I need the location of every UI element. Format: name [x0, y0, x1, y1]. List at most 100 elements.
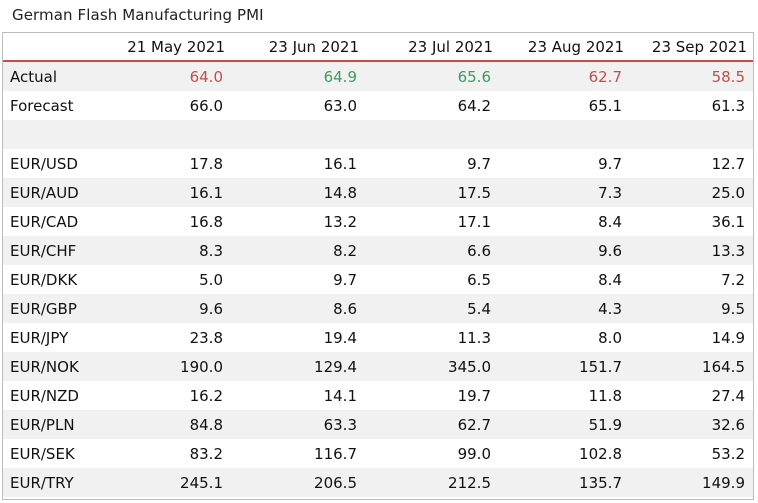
pair-value: 245.1 [103, 468, 231, 497]
pair-value: 149.9 [630, 468, 753, 497]
pair-row: EUR/JPY 23.8 19.4 11.3 8.0 14.9 [3, 323, 753, 352]
pair-row: EUR/GBP 9.6 8.6 5.4 4.3 9.5 [3, 294, 753, 323]
pair-row: EUR/DKK 5.0 9.7 6.5 8.4 7.2 [3, 265, 753, 294]
pair-value: 62.7 [365, 410, 499, 439]
pair-value: 6.5 [467, 270, 491, 289]
pair-label: EUR/SEK [10, 444, 75, 463]
pair-value: 12.7 [711, 154, 745, 173]
pair-value: 8.4 [598, 212, 622, 231]
pair-value: 83.2 [189, 444, 223, 463]
actual-value: 62.7 [499, 61, 630, 91]
pair-value: 8.0 [598, 328, 622, 347]
pair-row: EUR/USD 17.8 16.1 9.7 9.7 12.7 [3, 149, 753, 178]
pair-value: 164.5 [630, 352, 753, 381]
actual-value: 64.0 [103, 61, 231, 91]
spacer-cell [499, 120, 630, 149]
pair-label: EUR/AUD [3, 178, 103, 207]
pair-value: 23.8 [189, 328, 223, 347]
pair-value: 16.2 [189, 386, 223, 405]
pair-value: 63.3 [231, 410, 365, 439]
table-frame [2, 32, 754, 500]
pair-value: 5.0 [199, 270, 223, 289]
pair-value: 102.8 [579, 444, 622, 463]
pair-value: 190.0 [103, 352, 231, 381]
forecast-value: 64.2 [457, 96, 491, 115]
pair-value: 11.3 [457, 328, 491, 347]
pair-label: EUR/DKK [10, 270, 78, 289]
spacer-row [3, 120, 753, 149]
pair-value: 99.0 [457, 444, 491, 463]
pair-value: 135.7 [499, 468, 630, 497]
pair-label: EUR/PLN [3, 410, 103, 439]
pair-value: 17.5 [365, 178, 499, 207]
pair-row: EUR/AUD 16.1 14.8 17.5 7.3 25.0 [3, 178, 753, 207]
pair-value: 5.4 [365, 294, 499, 323]
pair-value: 16.1 [323, 154, 357, 173]
column-header: 23 Jun 2021 [268, 37, 359, 56]
spacer-cell [365, 120, 499, 149]
spacer-cell [630, 120, 753, 149]
forecast-value: 65.1 [588, 96, 622, 115]
pair-value: 9.7 [333, 270, 357, 289]
pair-value: 151.7 [499, 352, 630, 381]
pair-label: EUR/JPY [10, 328, 69, 347]
pair-label: EUR/USD [10, 154, 78, 173]
pair-row: EUR/PLN 84.8 63.3 62.7 51.9 32.6 [3, 410, 753, 439]
pair-value: 19.4 [323, 328, 357, 347]
pair-row: EUR/CAD 16.8 13.2 17.1 8.4 36.1 [3, 207, 753, 236]
pair-value: 9.6 [499, 236, 630, 265]
header-row: 21 May 2021 23 Jun 2021 23 Jul 2021 23 A… [3, 33, 753, 61]
pair-value: 8.6 [231, 294, 365, 323]
pair-value: 9.5 [630, 294, 753, 323]
pair-value: 6.6 [365, 236, 499, 265]
forecast-value: 63.0 [323, 96, 357, 115]
pair-value: 9.7 [467, 154, 491, 173]
pair-row: EUR/NOK 190.0 129.4 345.0 151.7 164.5 [3, 352, 753, 381]
pair-value: 7.3 [499, 178, 630, 207]
pair-value: 7.2 [721, 270, 745, 289]
pair-value: 16.8 [189, 212, 223, 231]
pair-value: 8.2 [231, 236, 365, 265]
spacer-cell [231, 120, 365, 149]
pair-value: 32.6 [630, 410, 753, 439]
pair-value: 13.3 [630, 236, 753, 265]
forecast-value: 66.0 [189, 96, 223, 115]
pair-value: 8.3 [103, 236, 231, 265]
pair-value: 36.1 [711, 212, 745, 231]
pair-row: EUR/CHF 8.3 8.2 6.6 9.6 13.3 [3, 236, 753, 265]
pair-row: EUR/SEK 83.2 116.7 99.0 102.8 53.2 [3, 439, 753, 468]
pair-value: 129.4 [231, 352, 365, 381]
pair-value: 14.9 [711, 328, 745, 347]
pair-label: EUR/TRY [3, 468, 103, 497]
pair-value: 206.5 [231, 468, 365, 497]
header-corner [3, 33, 103, 61]
pair-value: 84.8 [103, 410, 231, 439]
pair-value: 53.2 [711, 444, 745, 463]
spacer-cell [103, 120, 231, 149]
pair-value: 4.3 [499, 294, 630, 323]
pair-label: EUR/GBP [3, 294, 103, 323]
pair-value: 51.9 [499, 410, 630, 439]
pair-value: 13.2 [323, 212, 357, 231]
pair-value: 16.1 [103, 178, 231, 207]
table-title: German Flash Manufacturing PMI [12, 6, 264, 24]
pair-value: 27.4 [711, 386, 745, 405]
forecast-row: Forecast 66.0 63.0 64.2 65.1 61.3 [3, 91, 753, 120]
pair-label: EUR/NZD [10, 386, 79, 405]
column-header: 23 Sep 2021 [651, 37, 747, 56]
forecast-value: 61.3 [711, 96, 745, 115]
actual-value: 65.6 [365, 61, 499, 91]
pair-value: 345.0 [365, 352, 499, 381]
actual-row: Actual 64.0 64.9 65.6 62.7 58.5 [3, 61, 753, 91]
pair-value: 212.5 [365, 468, 499, 497]
column-header: 21 May 2021 [127, 37, 225, 56]
pair-value: 8.4 [598, 270, 622, 289]
pair-value: 14.1 [323, 386, 357, 405]
actual-value: 64.9 [231, 61, 365, 91]
pair-value: 19.7 [457, 386, 491, 405]
pair-label: EUR/CHF [3, 236, 103, 265]
table-body: Actual 64.0 64.9 65.6 62.7 58.5 Forecast… [3, 61, 753, 497]
pair-row: EUR/TRY 245.1 206.5 212.5 135.7 149.9 [3, 468, 753, 497]
pmi-table: 21 May 2021 23 Jun 2021 23 Jul 2021 23 A… [3, 33, 753, 497]
